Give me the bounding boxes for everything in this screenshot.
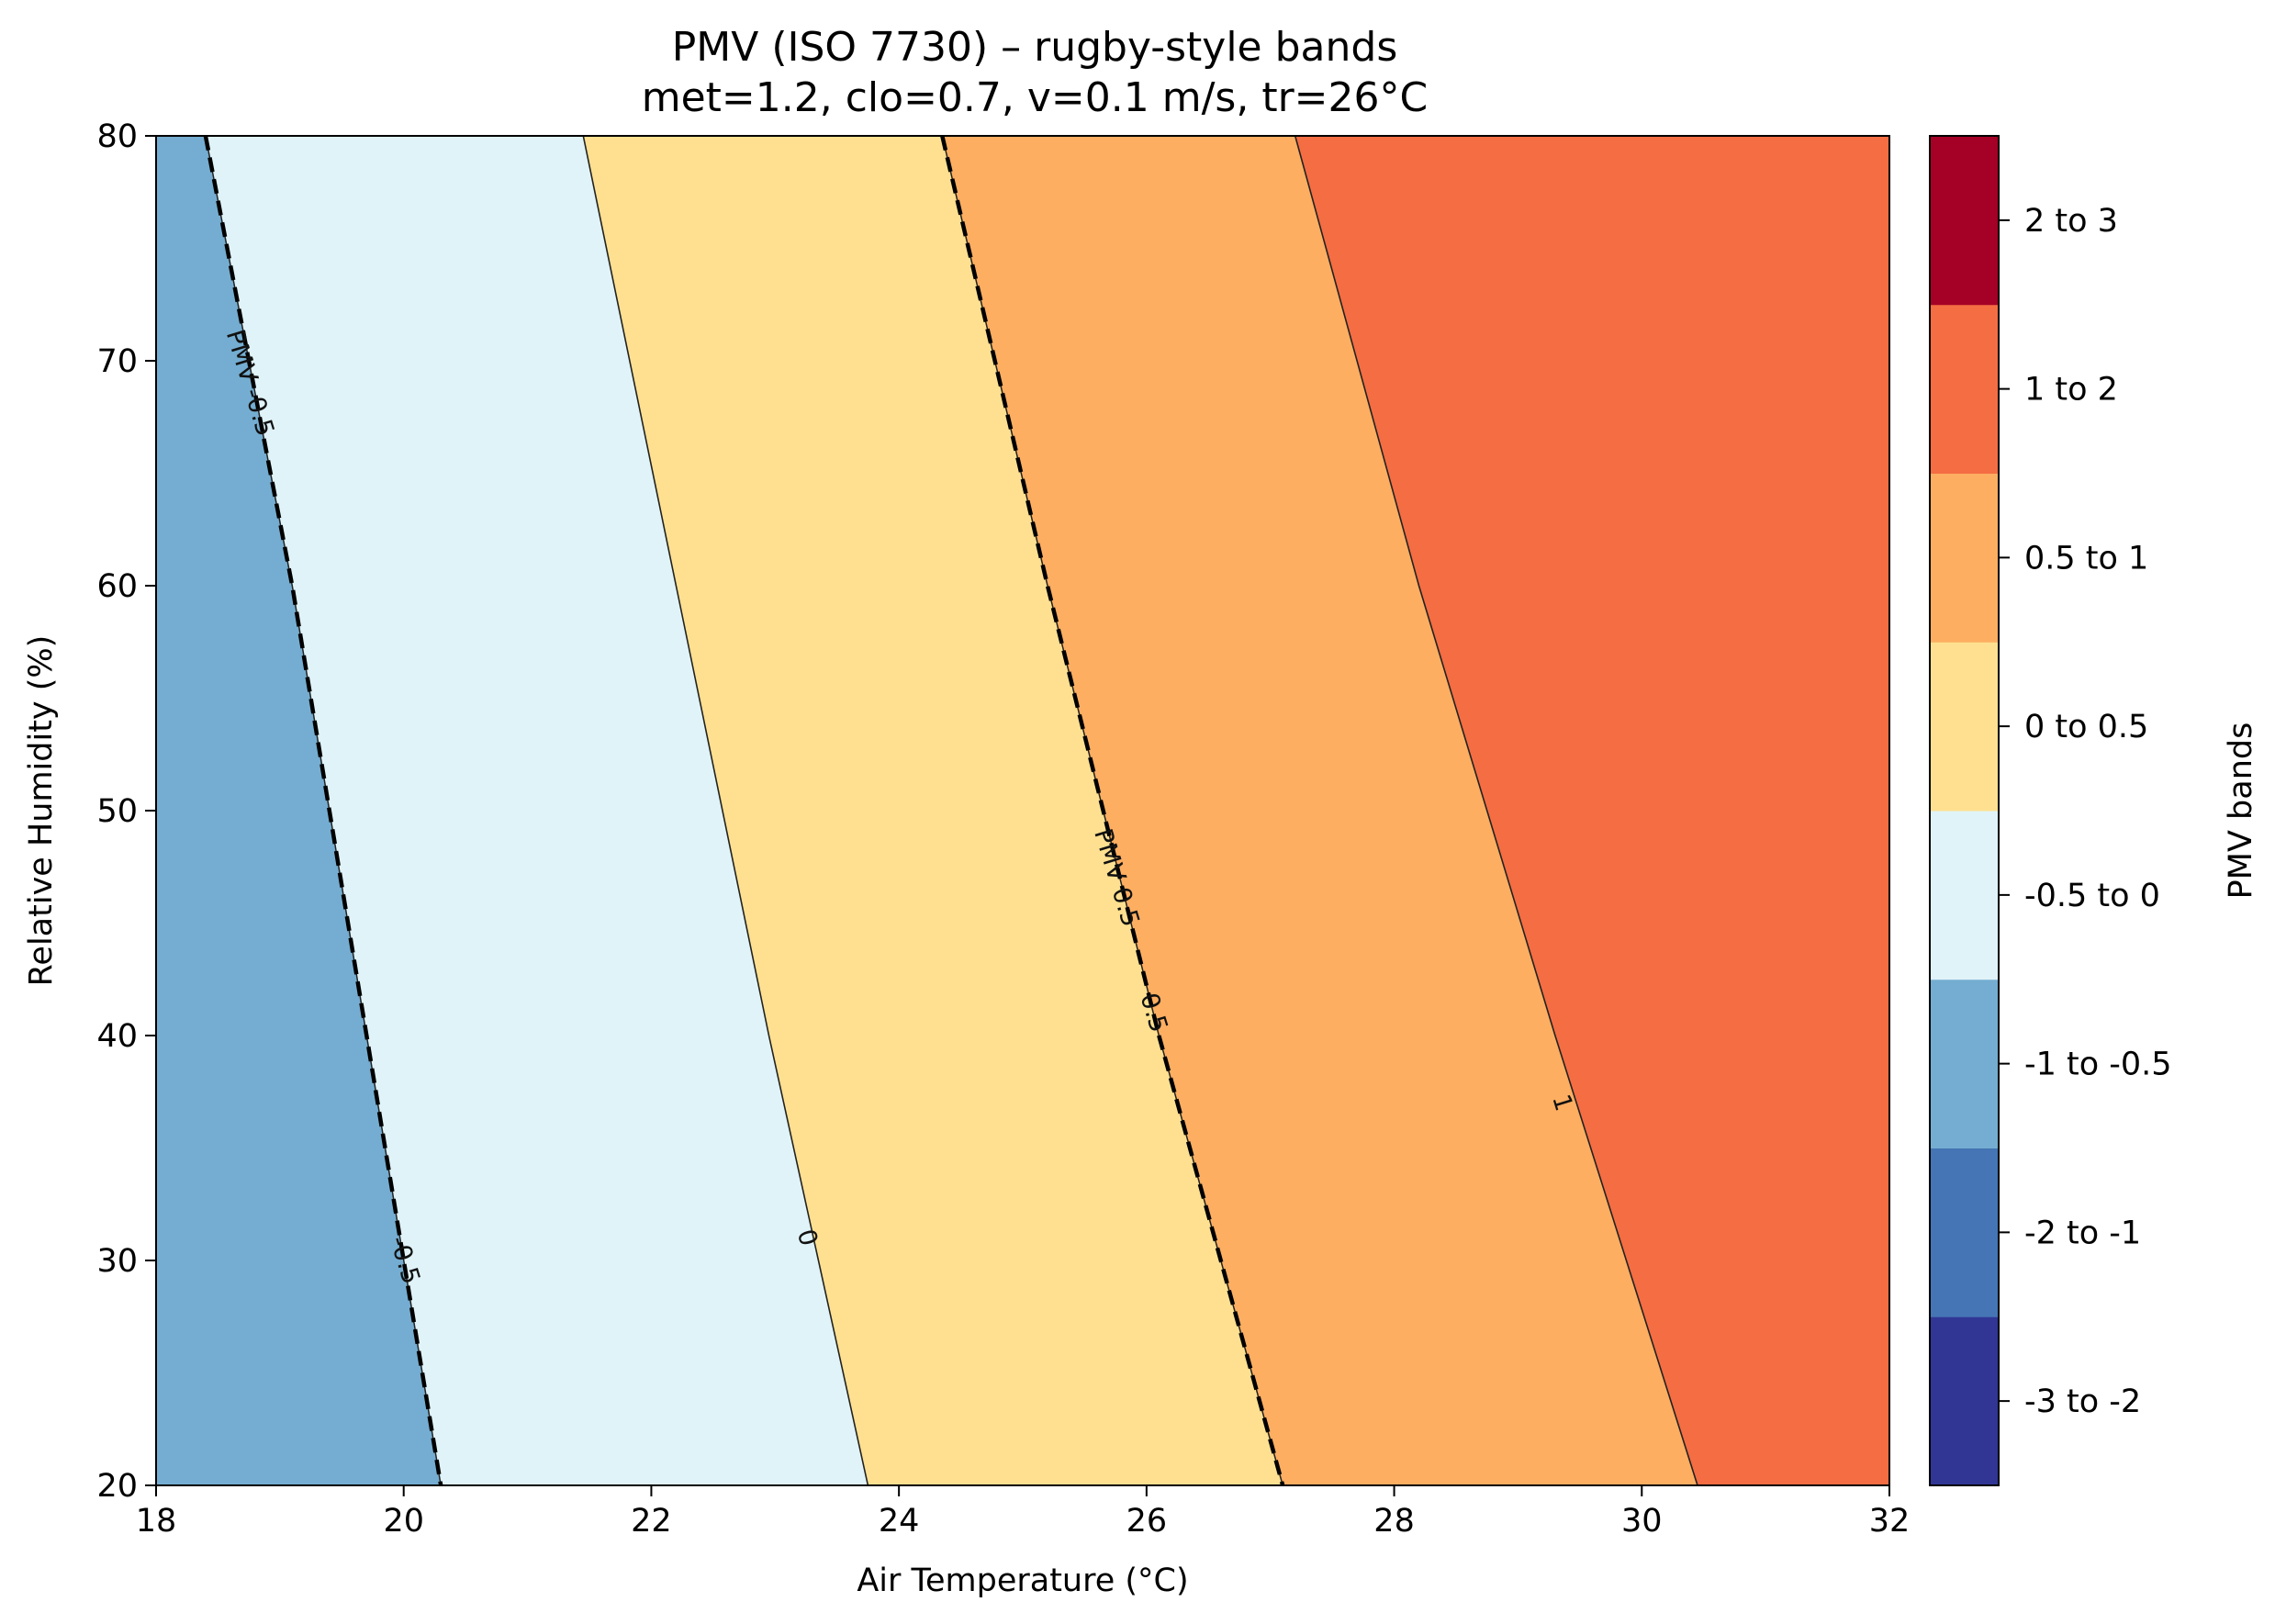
colorbar-swatch-3 [1930, 811, 1999, 980]
colorbar-tick-label-1: -2 to -1 [2024, 1215, 2141, 1251]
y-axis: 20 30 40 50 60 70 80 [96, 118, 156, 1505]
colorbar-swatch-6 [1930, 304, 1999, 474]
x-tick-label-5: 28 [1373, 1503, 1415, 1540]
x-axis-label: Air Temperature (°C) [857, 1562, 1188, 1599]
colorbar-swatch-1 [1930, 1148, 1999, 1317]
colorbar-tick-label-4: 0 to 0.5 [2024, 709, 2148, 745]
colorbar-swatch-2 [1930, 979, 1999, 1148]
contour-dash-2 [940, 136, 1285, 1485]
colorbar: -3 to -2 -2 to -1 -1 to -0.5 -0.5 to 0 0 to … [1929, 135, 2172, 1486]
y-tick-label-4: 60 [96, 568, 138, 605]
colorbar-swatch-4 [1930, 642, 1999, 812]
x-axis: 18 20 22 24 26 28 30 32 [136, 1485, 1911, 1540]
x-tick-label-1: 20 [383, 1503, 424, 1540]
y-tick-label-0: 20 [96, 1468, 138, 1505]
contour-line-1 [582, 136, 869, 1485]
y-tick-label-2: 40 [96, 1018, 138, 1055]
contour-bands [156, 136, 1889, 1485]
colorbar-frame [1929, 135, 2000, 1486]
x-tick-label-2: 22 [631, 1503, 672, 1540]
chart-title: PMV (ISO 7730) – rugby-style bands [672, 24, 1398, 71]
y-tick-label-6: 80 [96, 118, 138, 155]
chart-subtitle: met=1.2, clo=0.7, v=0.1 m/s, tr=26°C [642, 74, 1429, 121]
colorbar-swatch-0 [1930, 1316, 1999, 1486]
contour-dash-0 [203, 136, 443, 1485]
y-tick-label-1: 30 [96, 1243, 138, 1280]
x-tick-label-7: 32 [1869, 1503, 1911, 1540]
x-tick-label-6: 30 [1621, 1503, 1663, 1540]
colorbar-swatch-7 [1930, 136, 1999, 306]
contour-line-3 [1294, 136, 1698, 1485]
colorbar-tick-label-6: 1 to 2 [2024, 372, 2118, 409]
colorbar-label: PMV bands [2223, 722, 2259, 900]
colorbar-swatch-5 [1930, 473, 1999, 643]
y-tick-label-3: 50 [96, 793, 138, 830]
colorbar-tick-label-2: -1 to -0.5 [2024, 1047, 2172, 1083]
x-tick-label-0: 18 [136, 1503, 177, 1540]
y-axis-label: Relative Humidity (%) [23, 635, 60, 987]
x-tick-label-3: 24 [879, 1503, 920, 1540]
colorbar-tick-label-5: 0.5 to 1 [2024, 540, 2148, 577]
contour-lines [203, 136, 1698, 1485]
x-tick-label-4: 26 [1126, 1503, 1168, 1540]
colorbar-tick-label-3: -0.5 to 0 [2024, 878, 2160, 914]
colorbar-tick-label-7: 2 to 3 [2024, 203, 2118, 240]
y-tick-label-5: 70 [96, 343, 138, 380]
colorbar-tick-label-0: -3 to -2 [2024, 1383, 2141, 1420]
